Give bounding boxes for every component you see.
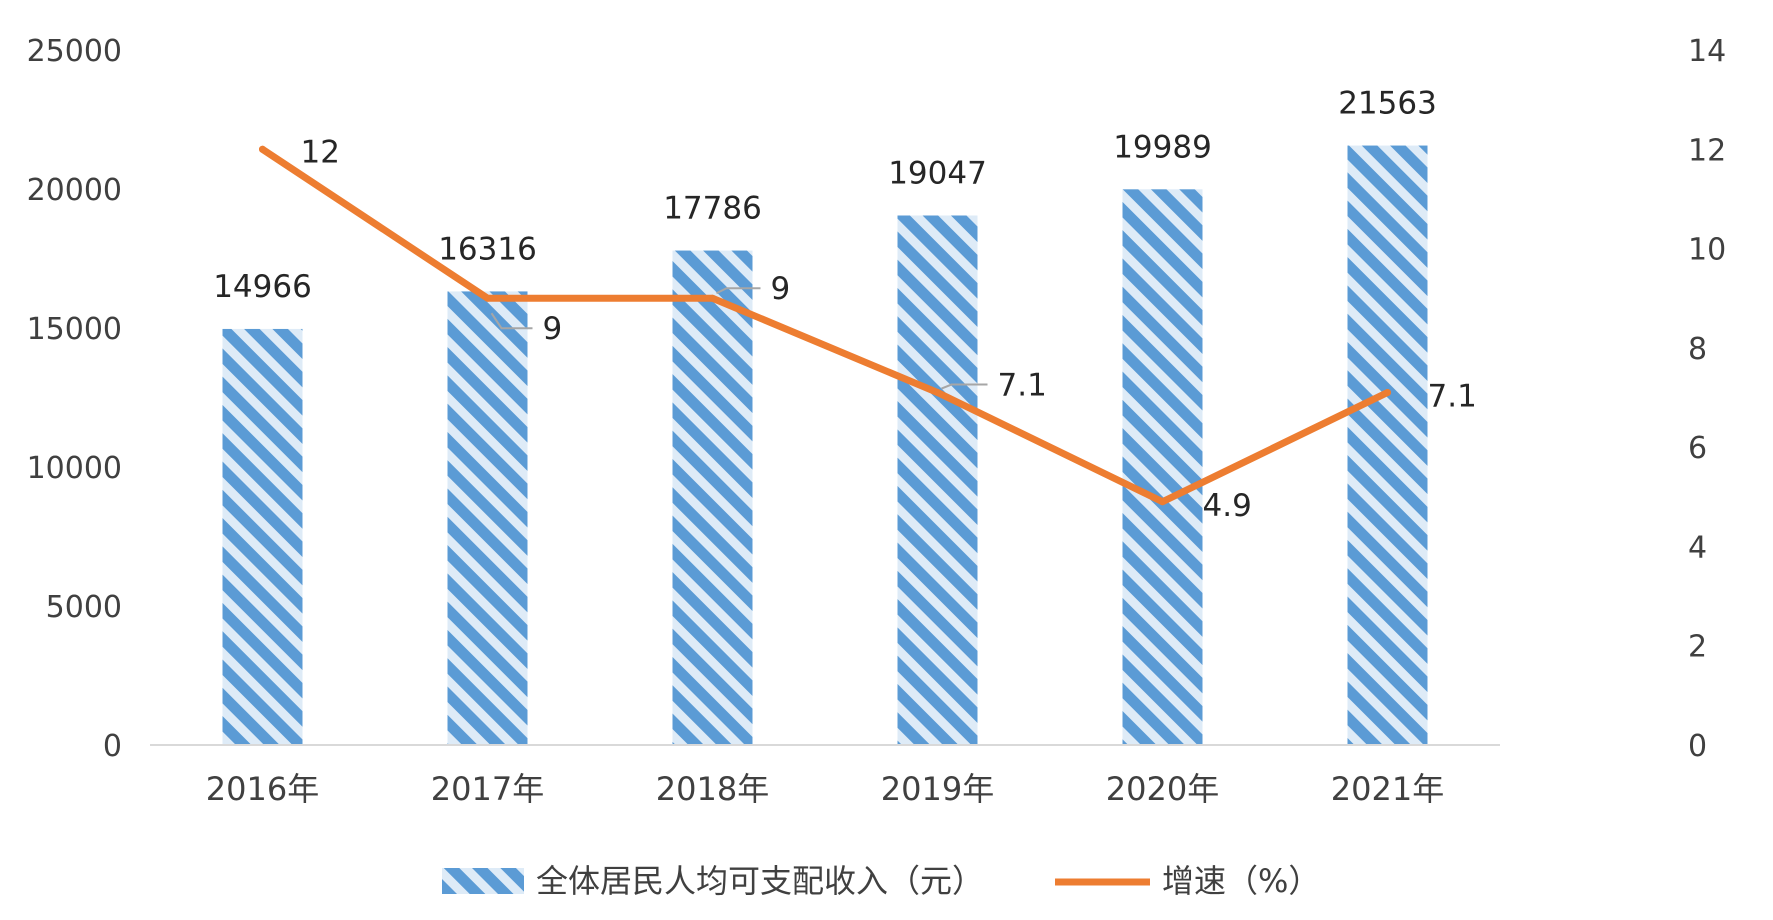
bar-value-label: 16316 bbox=[438, 231, 537, 267]
data-label-leader bbox=[941, 383, 988, 390]
right-axis-tick-label: 2 bbox=[1688, 630, 1707, 665]
bar-value-label: 14966 bbox=[213, 269, 312, 305]
left-axis-tick-label: 20000 bbox=[27, 173, 122, 208]
right-axis-tick-label: 10 bbox=[1688, 233, 1726, 268]
legend-bar-label: 全体居民人均可支配收入（元） bbox=[536, 862, 984, 900]
x-axis-tick-label: 2018年 bbox=[656, 770, 769, 808]
line-point bbox=[1159, 498, 1166, 506]
bar bbox=[222, 328, 303, 745]
line-value-label: 9 bbox=[543, 311, 563, 347]
line-point bbox=[709, 294, 716, 302]
data-labels: 14966 16316 17786 19047 19989 21563 12 9 9 7.1 4.9… bbox=[213, 86, 1477, 524]
x-axis: 2016年 2017年 2018年 2019年 2020年 2021年 bbox=[150, 744, 1500, 808]
line-value-label: 4.9 bbox=[1203, 488, 1252, 524]
right-axis-tick-label: 4 bbox=[1688, 530, 1707, 565]
bar-value-label: 21563 bbox=[1338, 86, 1437, 122]
legend: 全体居民人均可支配收入（元） 增速（%） bbox=[442, 862, 1320, 900]
data-label-leader bbox=[716, 287, 761, 295]
x-axis-tick-label: 2021年 bbox=[1331, 770, 1444, 808]
legend-line-label: 增速（%） bbox=[1162, 862, 1320, 900]
right-axis-tick-label: 8 bbox=[1688, 332, 1707, 367]
bar-value-label: 17786 bbox=[663, 191, 762, 227]
x-axis-tick-label: 2019年 bbox=[881, 770, 994, 808]
line-point bbox=[934, 389, 941, 397]
bar bbox=[1347, 145, 1428, 746]
left-axis-tick-label: 10000 bbox=[27, 451, 122, 486]
bar-value-label: 19047 bbox=[888, 155, 987, 191]
data-label-leader bbox=[490, 312, 533, 330]
x-axis-tick-label: 2017年 bbox=[431, 770, 544, 808]
growth-line bbox=[259, 145, 1391, 506]
legend-bar-swatch bbox=[442, 868, 524, 894]
left-axis-tick-label: 15000 bbox=[27, 312, 122, 347]
bar bbox=[447, 291, 528, 745]
line-point bbox=[1384, 389, 1391, 397]
line-point bbox=[259, 145, 266, 153]
bar-value-label: 19989 bbox=[1113, 129, 1212, 165]
line-value-label: 7.1 bbox=[998, 368, 1047, 404]
right-axis-tick-label: 14 bbox=[1688, 34, 1726, 69]
left-axis-tick-label: 5000 bbox=[46, 590, 122, 625]
right-axis-tick-label: 0 bbox=[1688, 729, 1707, 764]
line-series bbox=[259, 145, 1391, 506]
line-point bbox=[484, 294, 491, 302]
right-axis-tick-label: 12 bbox=[1688, 133, 1726, 168]
left-axis-tick-label: 25000 bbox=[27, 34, 122, 69]
right-axis: 0 2 4 6 8 10 12 14 bbox=[1688, 34, 1726, 764]
bar bbox=[1122, 189, 1203, 746]
left-axis: 0 5000 10000 15000 20000 25000 bbox=[27, 34, 122, 764]
bar bbox=[672, 250, 753, 745]
bar bbox=[897, 215, 978, 745]
x-axis-tick-label: 2016年 bbox=[206, 770, 319, 808]
line-value-label: 9 bbox=[771, 271, 791, 307]
line-value-label: 12 bbox=[301, 134, 340, 170]
right-axis-tick-label: 6 bbox=[1688, 431, 1707, 466]
x-axis-tick-label: 2020年 bbox=[1106, 770, 1219, 808]
left-axis-tick-label: 0 bbox=[103, 729, 122, 764]
bar-series bbox=[222, 145, 1428, 746]
line-value-label: 7.1 bbox=[1428, 379, 1477, 415]
